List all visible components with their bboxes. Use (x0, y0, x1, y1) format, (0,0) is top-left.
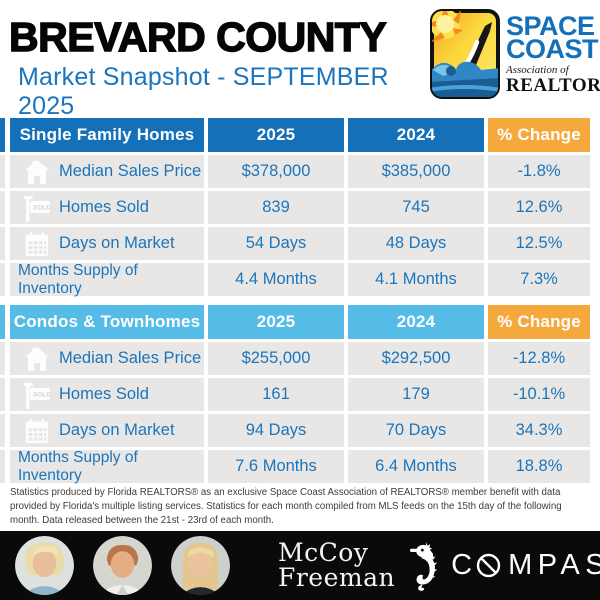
compass-wordmark: C MPASS (451, 549, 600, 582)
compass-letters-mpass: MPASS (508, 549, 600, 581)
row-label-homes-sold: Homes Sold (10, 378, 204, 411)
brand-line-1: McCoy (278, 538, 369, 567)
value-2024: $292,500 (348, 342, 484, 375)
row-label-text: Median Sales Price (59, 162, 202, 180)
value-change: 34.3% (488, 414, 590, 447)
column-header-2024: 2024 (348, 118, 484, 152)
row-label-days-on-market: Days on Market (10, 227, 204, 260)
value-2025: 54 Days (208, 227, 344, 260)
value-2024: 179 (348, 378, 484, 411)
brand-line-2: Freeman (278, 562, 396, 592)
logo-coast-text: COAST (506, 33, 599, 64)
row-label-months-supply: Months Supply of Inventory (10, 261, 204, 297)
sun-icon (432, 11, 463, 42)
value-2024: 70 Days (348, 414, 484, 447)
row-label-median-sales-price: Median Sales Price (10, 342, 204, 375)
row-label-text: Months Supply of Inventory (18, 448, 138, 484)
row-label-months-supply: Months Supply of Inventory (10, 448, 204, 484)
row-label-homes-sold: Homes Sold (10, 191, 204, 224)
footer-brand-bar: McCoy Freeman C MPASS (0, 531, 600, 600)
column-header-percent-change: % Change (488, 118, 590, 152)
row-label-text: Days on Market (59, 421, 175, 439)
value-2025: 161 (208, 378, 344, 411)
table-title-cell: Condos & Townhomes (10, 305, 204, 339)
table-edge-bleed (0, 118, 5, 296)
house-icon (22, 345, 52, 373)
value-change: 18.8% (488, 450, 590, 483)
page-subtitle: Market Snapshot - SEPTEMBER 2025 (18, 63, 389, 120)
logo-realtors-text: REALTORS® (506, 74, 600, 96)
agent-photo-3 (171, 536, 230, 595)
sold-sign-icon (22, 194, 52, 222)
logo-association-text: Association of (506, 63, 569, 76)
value-2024: 48 Days (348, 227, 484, 260)
value-2025: 4.4 Months (208, 263, 344, 296)
seahorse-icon (410, 541, 438, 591)
value-2025: 94 Days (208, 414, 344, 447)
row-label-days-on-market: Days on Market (10, 414, 204, 447)
value-change: -12.8% (488, 342, 590, 375)
value-2024: 4.1 Months (348, 263, 484, 296)
value-2024: 6.4 Months (348, 450, 484, 483)
compass-o-icon (476, 553, 501, 578)
value-change: 12.6% (488, 191, 590, 224)
column-header-2025: 2025 (208, 118, 344, 152)
agent-photo-1 (15, 536, 74, 595)
compass-letter-c: C (451, 549, 473, 581)
page-title: BREVARD COUNTY (8, 13, 387, 60)
value-2024: $385,000 (348, 155, 484, 188)
mccoy-freeman-wordmark: McCoy Freeman (278, 538, 396, 592)
calendar-icon (22, 230, 52, 258)
row-label-text: Homes Sold (59, 385, 149, 403)
wave-icon (432, 61, 498, 97)
sold-sign-icon (22, 381, 52, 409)
space-coast-realtors-logo: SPACE COAST Association of REALTORS® (429, 8, 600, 105)
value-change: -1.8% (488, 155, 590, 188)
column-header-percent-change: % Change (488, 305, 590, 339)
row-label-text: Days on Market (59, 234, 175, 252)
row-label-text: Median Sales Price (59, 349, 202, 367)
value-2025: $378,000 (208, 155, 344, 188)
value-change: -10.1% (488, 378, 590, 411)
table-single-family-homes: Single Family Homes 2025 2024 % Change M… (10, 118, 590, 297)
table-title-cell: Single Family Homes (10, 118, 204, 152)
column-header-2025: 2025 (208, 305, 344, 339)
table-condos-townhomes: Condos & Townhomes 2025 2024 % Change Me… (10, 305, 590, 484)
value-2025: 839 (208, 191, 344, 224)
value-change: 7.3% (488, 263, 590, 296)
value-change: 12.5% (488, 227, 590, 260)
row-label-median-sales-price: Median Sales Price (10, 155, 204, 188)
value-2024: 745 (348, 191, 484, 224)
column-header-2024: 2024 (348, 305, 484, 339)
statistics-disclaimer: Statistics produced by Florida REALTORS®… (10, 487, 562, 527)
space-coast-badge-icon (430, 9, 500, 99)
calendar-icon (22, 417, 52, 445)
table-edge-bleed (0, 305, 5, 483)
house-icon (22, 158, 52, 186)
row-label-text: Homes Sold (59, 198, 149, 216)
value-2025: 7.6 Months (208, 450, 344, 483)
row-label-text: Months Supply of Inventory (18, 261, 138, 297)
value-2025: $255,000 (208, 342, 344, 375)
agent-photo-2 (93, 536, 152, 595)
logo-space-text: SPACE (506, 11, 595, 41)
